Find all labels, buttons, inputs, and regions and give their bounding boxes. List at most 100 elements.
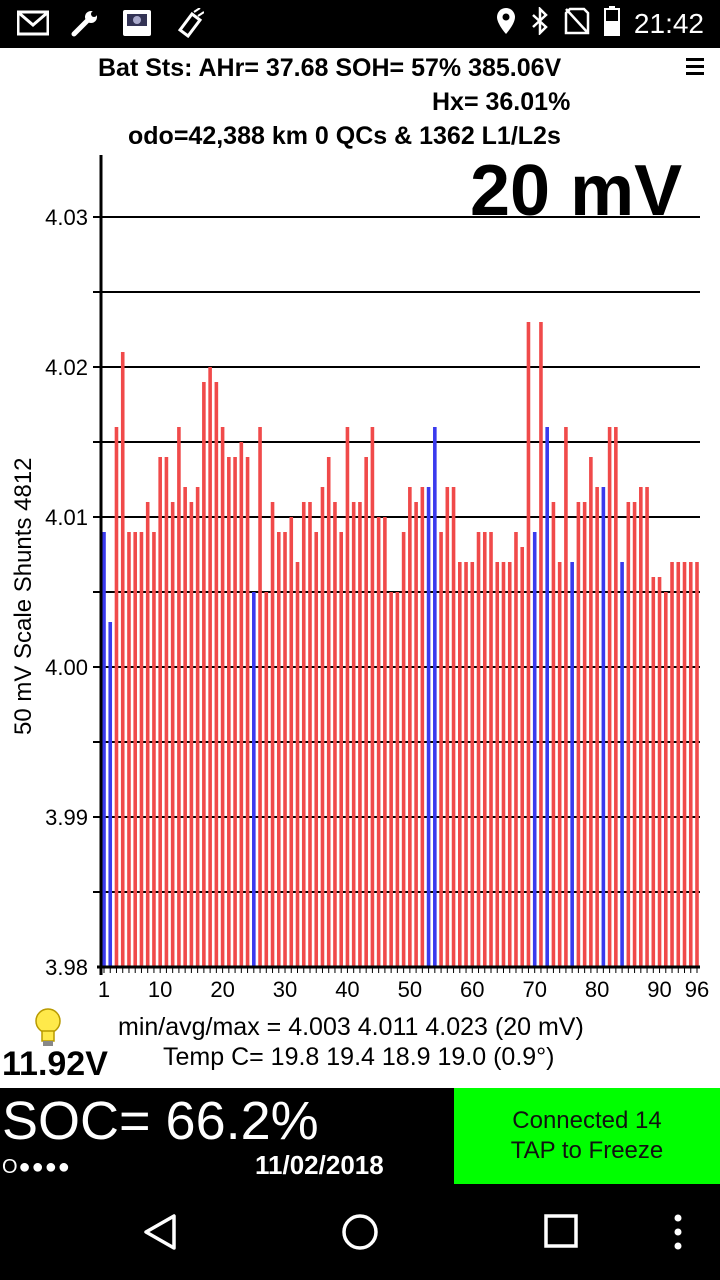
bar-cell-7 bbox=[139, 532, 144, 967]
bar-cell-40 bbox=[345, 427, 350, 967]
bluetooth-icon bbox=[530, 5, 550, 40]
bar-cell-24 bbox=[245, 457, 250, 967]
status-bar: 21:42 bbox=[0, 0, 720, 48]
y-tick-label: 3.98 bbox=[45, 955, 88, 980]
bar-cell-19 bbox=[214, 382, 219, 967]
odometer-line: odo=42,388 km 0 QCs & 1362 L1/L2s bbox=[128, 122, 561, 150]
bar-cell-83 bbox=[614, 427, 618, 967]
battery-icon bbox=[603, 6, 620, 41]
back-icon[interactable] bbox=[140, 1212, 180, 1252]
x-tick-label: 70 bbox=[522, 977, 546, 1002]
soc-value: SOC= 66.2% bbox=[2, 1091, 319, 1151]
bar-cell-12 bbox=[170, 502, 175, 967]
bar-cell-25 bbox=[252, 592, 256, 967]
bar-cell-44 bbox=[370, 427, 375, 967]
bar-cell-85 bbox=[626, 502, 631, 967]
bar-cell-22 bbox=[233, 457, 237, 967]
gmail-icon bbox=[16, 6, 50, 40]
bar-cell-48 bbox=[395, 592, 400, 967]
bar-cell-46 bbox=[383, 517, 387, 967]
bar-cell-34 bbox=[308, 502, 312, 967]
bar-cell-37 bbox=[326, 457, 331, 967]
bar-cell-26 bbox=[258, 427, 262, 967]
soc-panel[interactable]: SOC= 66.2% O●●●● 11/02/2018 bbox=[0, 1088, 454, 1184]
bar-cell-20 bbox=[220, 427, 225, 967]
aux-battery-voltage: 11.92V bbox=[2, 1045, 108, 1083]
wrench-icon bbox=[68, 6, 102, 40]
bar-cell-30 bbox=[283, 532, 287, 967]
bar-cell-69 bbox=[526, 322, 531, 967]
bar-cell-6 bbox=[133, 532, 138, 967]
x-tick-label: 90 bbox=[647, 977, 671, 1002]
battery-status-line: Bat Sts: AHr= 37.68 SOH= 57% 385.06V bbox=[98, 54, 562, 82]
bar-cell-95 bbox=[688, 562, 693, 967]
bar-cell-91 bbox=[663, 592, 668, 967]
cell-voltage-chart[interactable]: 4.03 4.02 4.01 4.00 3.99 3.98 1 10 20 30 40 50 60 70 8… bbox=[0, 150, 720, 1020]
bar-cell-43 bbox=[364, 457, 368, 967]
obd-dongle-icon bbox=[172, 6, 206, 40]
bar-cell-35 bbox=[314, 532, 319, 967]
freeze-hint: TAP to Freeze bbox=[510, 1137, 664, 1164]
bar-cell-21 bbox=[227, 457, 231, 967]
bar-cell-13 bbox=[177, 427, 181, 967]
bar-cell-64 bbox=[495, 562, 500, 967]
y-axis-title-wrapper: 50 mV Scale Shunts 4812 bbox=[10, 457, 50, 735]
bar-cell-80 bbox=[595, 487, 599, 967]
hx-line: Hx= 36.01% bbox=[432, 88, 571, 116]
lightbulb-icon[interactable] bbox=[32, 1006, 64, 1048]
bar-cell-84 bbox=[620, 562, 624, 967]
bar-cell-65 bbox=[501, 562, 506, 967]
bar-cell-38 bbox=[333, 502, 337, 967]
y-axis-title: 50 mV Scale Shunts 4812 bbox=[10, 457, 37, 735]
bar-cell-59 bbox=[464, 562, 468, 967]
bar-cell-93 bbox=[676, 562, 681, 967]
bar-cell-67 bbox=[514, 532, 518, 967]
bar-cell-81 bbox=[601, 487, 606, 967]
menu-icon[interactable] bbox=[686, 58, 704, 84]
x-tick-label: 80 bbox=[585, 977, 609, 1002]
x-tick-label: 20 bbox=[210, 977, 234, 1002]
scanner-app-icon bbox=[120, 6, 154, 40]
bar-cell-45 bbox=[376, 517, 381, 967]
bar-cell-56 bbox=[445, 487, 450, 967]
bar-cell-31 bbox=[289, 517, 294, 967]
bar-cell-57 bbox=[451, 487, 456, 967]
notification-icons bbox=[16, 6, 206, 40]
overflow-menu-icon[interactable] bbox=[668, 1212, 688, 1252]
bar-cell-8 bbox=[145, 502, 150, 967]
bar-cell-1 bbox=[102, 532, 106, 967]
bar-cell-61 bbox=[476, 532, 481, 967]
bar-cell-62 bbox=[482, 532, 487, 967]
bar-cell-53 bbox=[426, 487, 431, 967]
bar-cell-68 bbox=[520, 547, 525, 967]
bar-cell-76 bbox=[570, 562, 574, 967]
home-icon[interactable] bbox=[340, 1212, 380, 1252]
navigation-bar bbox=[0, 1184, 720, 1280]
bar-cell-94 bbox=[682, 562, 687, 967]
bar-cell-77 bbox=[576, 502, 581, 967]
bar-cell-18 bbox=[208, 367, 212, 967]
connect-freeze-button[interactable]: Connected 14 TAP to Freeze bbox=[454, 1088, 720, 1184]
scale-label[interactable]: 20 mV bbox=[470, 151, 683, 231]
bar-cell-27 bbox=[264, 592, 269, 967]
y-tick-label: 4.02 bbox=[45, 355, 88, 380]
soc-dots: O●●●● bbox=[2, 1156, 71, 1178]
soc-date: 11/02/2018 bbox=[255, 1150, 384, 1180]
bar-cell-60 bbox=[470, 562, 475, 967]
bar-cell-87 bbox=[639, 487, 643, 967]
bar-cell-9 bbox=[152, 532, 156, 967]
x-tick-label: 96 bbox=[685, 977, 709, 1002]
x-tick-label: 1 bbox=[98, 977, 110, 1002]
bar-cell-14 bbox=[183, 487, 187, 967]
bar-cell-3 bbox=[114, 427, 119, 967]
bar-cell-51 bbox=[414, 502, 418, 967]
bar-cell-11 bbox=[164, 457, 169, 967]
x-tick-label: 10 bbox=[148, 977, 172, 1002]
recents-icon[interactable] bbox=[542, 1212, 582, 1252]
bar-cell-73 bbox=[551, 502, 556, 967]
bar-cell-2 bbox=[108, 622, 113, 967]
bar-cell-10 bbox=[158, 457, 162, 967]
y-tick-label: 4.00 bbox=[45, 655, 88, 680]
bar-cell-78 bbox=[582, 502, 587, 967]
bar-cell-92 bbox=[670, 562, 674, 967]
